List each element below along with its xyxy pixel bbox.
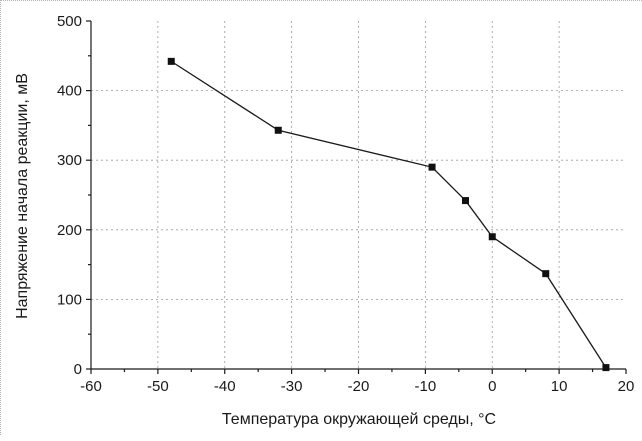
y-tick-label: 300 — [57, 152, 82, 169]
x-tick-label: 0 — [488, 378, 496, 395]
x-tick-label: 10 — [551, 378, 568, 395]
y-tick-label: 200 — [57, 222, 82, 239]
data-point-marker — [542, 270, 550, 278]
series-layer — [167, 57, 610, 372]
data-point-marker — [602, 364, 610, 372]
x-tick-label: -30 — [281, 378, 303, 395]
labels-layer: Температура окружающей среды, °C Напряже… — [14, 73, 496, 428]
x-tick-label: -10 — [415, 378, 437, 395]
x-tick-label: -20 — [348, 378, 370, 395]
grid-layer — [91, 21, 626, 369]
y-tick-label: 100 — [57, 291, 82, 308]
x-tick-label: -40 — [214, 378, 236, 395]
data-point-marker — [428, 163, 436, 171]
data-point-marker — [488, 233, 496, 241]
x-axis-title: Температура окружающей среды, °C — [222, 411, 496, 428]
x-tick-label: -50 — [147, 378, 169, 395]
x-tick-label: 20 — [618, 378, 635, 395]
y-tick-label: 400 — [57, 83, 82, 100]
data-point-marker — [462, 197, 469, 205]
y-tick-label: 500 — [57, 13, 82, 30]
y-tick-label: 0 — [74, 361, 82, 378]
y-axis-title: Напряжение начала реакции, мВ — [14, 73, 31, 319]
data-point-marker — [167, 57, 175, 65]
data-point-marker — [274, 126, 282, 134]
x-tick-label: -60 — [80, 378, 102, 395]
series-line — [170, 60, 607, 368]
